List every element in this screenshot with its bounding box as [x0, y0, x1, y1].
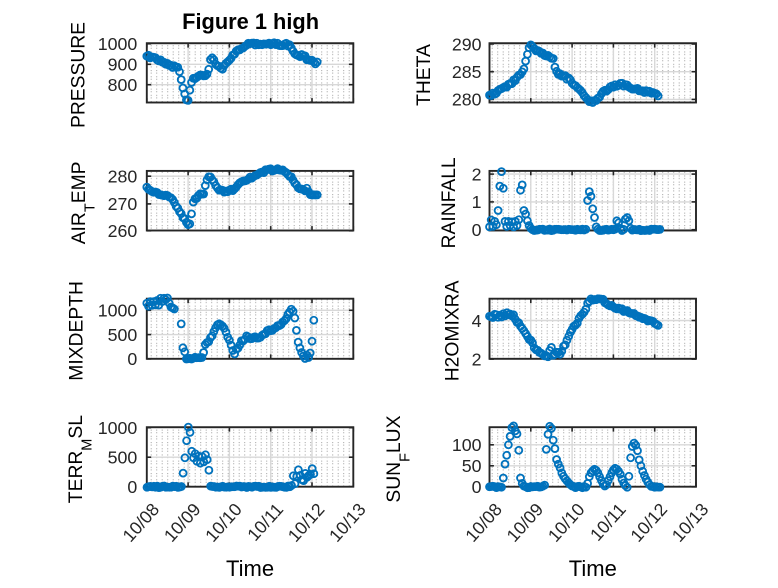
svg-text:TERRM​SL: TERRM​SL — [66, 415, 96, 503]
svg-text:Figure 1 high: Figure 1 high — [182, 9, 319, 34]
svg-text:0: 0 — [127, 477, 137, 497]
svg-text:1000: 1000 — [98, 418, 138, 438]
svg-text:PRESSURE: PRESSURE — [69, 22, 90, 128]
svg-text:290: 290 — [452, 34, 482, 54]
svg-text:0: 0 — [127, 349, 137, 369]
svg-text:500: 500 — [108, 325, 138, 345]
svg-text:50: 50 — [462, 456, 482, 476]
svg-text:Time: Time — [569, 556, 617, 581]
svg-text:1000: 1000 — [98, 301, 138, 321]
svg-text:1000: 1000 — [98, 34, 138, 54]
svg-text:AIRT​EMP: AIRT​EMP — [69, 161, 99, 244]
svg-text:285: 285 — [452, 62, 482, 82]
svg-text:280: 280 — [452, 90, 482, 110]
svg-text:2: 2 — [472, 164, 482, 184]
svg-text:SUNF​LUX: SUNF​LUX — [384, 415, 414, 502]
svg-text:260: 260 — [108, 221, 138, 241]
svg-text:RAINFALL: RAINFALL — [439, 157, 460, 248]
svg-text:900: 900 — [108, 55, 138, 75]
svg-text:800: 800 — [108, 75, 138, 95]
svg-text:0: 0 — [472, 220, 482, 240]
svg-text:280: 280 — [108, 167, 138, 187]
svg-text:H2OMIXRA: H2OMIXRA — [443, 280, 464, 381]
svg-text:4: 4 — [472, 311, 482, 331]
svg-text:1: 1 — [472, 192, 482, 212]
svg-text:THETA: THETA — [414, 44, 435, 106]
svg-text:270: 270 — [108, 194, 138, 214]
svg-text:2: 2 — [472, 349, 482, 369]
svg-text:0: 0 — [472, 477, 482, 497]
svg-text:500: 500 — [108, 448, 138, 468]
svg-text:Time: Time — [226, 556, 274, 581]
svg-text:MIXDEPTH: MIXDEPTH — [67, 281, 88, 381]
svg-text:100: 100 — [452, 435, 482, 455]
